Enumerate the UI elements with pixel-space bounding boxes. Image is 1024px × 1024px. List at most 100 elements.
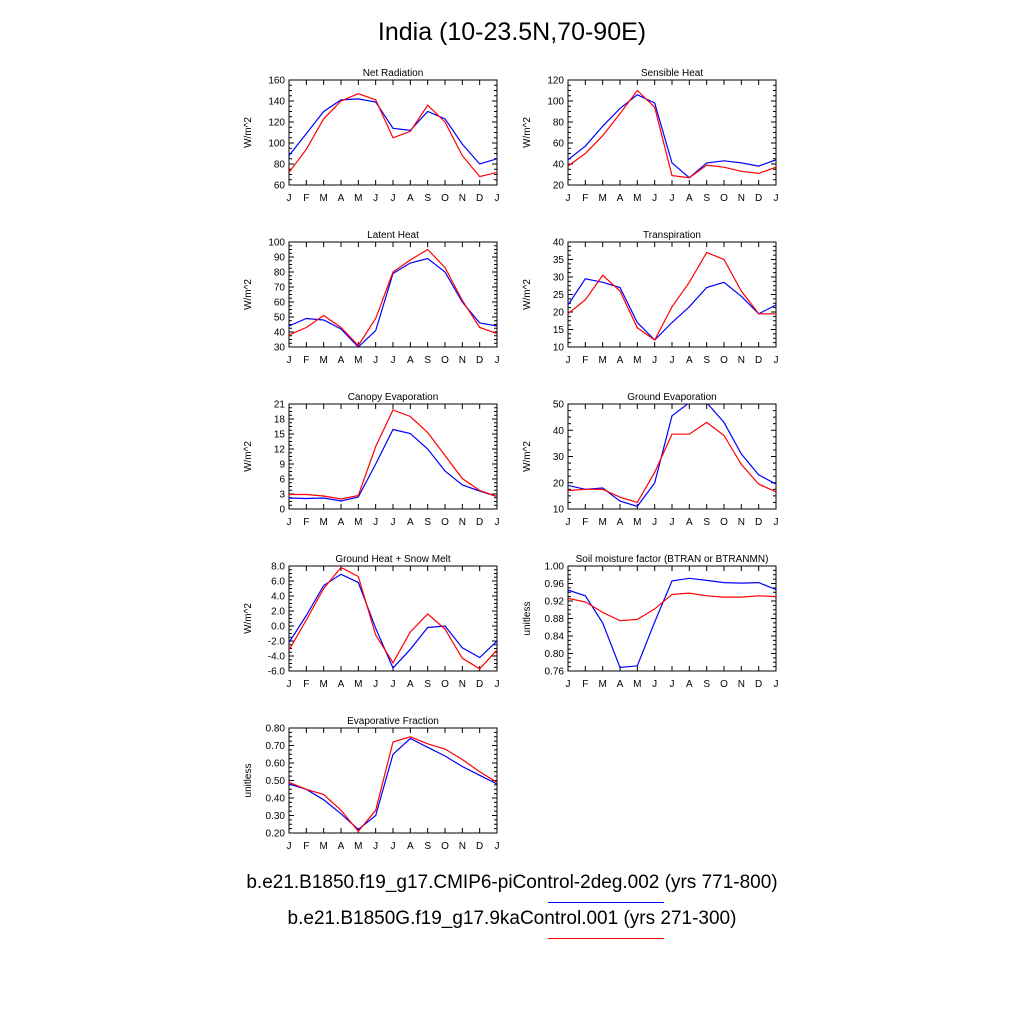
series-line-control: [568, 404, 776, 508]
x-tick-label: M: [598, 355, 606, 366]
x-tick-label: D: [476, 841, 483, 852]
y-axis-label: W/m^2: [522, 279, 533, 310]
x-tick-label: A: [617, 679, 624, 690]
x-tick-label: J: [566, 355, 571, 366]
x-tick-label: D: [755, 517, 762, 528]
y-tick-label: 140: [268, 97, 285, 108]
x-tick-label: N: [738, 355, 745, 366]
x-tick-label: M: [354, 355, 362, 366]
panel-title: Soil moisture factor (BTRAN or BTRANMN): [576, 554, 769, 565]
x-tick-label: M: [633, 193, 641, 204]
y-tick-label: 70: [274, 283, 286, 294]
panel-title: Latent Heat: [367, 230, 419, 241]
y-tick-label: 20: [553, 308, 565, 319]
panel-title: Ground Evaporation: [627, 392, 717, 403]
x-tick-label: D: [476, 679, 483, 690]
y-axis-label: W/m^2: [243, 117, 254, 148]
y-tick-label: 0.40: [266, 794, 286, 805]
x-tick-label: M: [354, 517, 362, 528]
x-tick-label: J: [373, 355, 378, 366]
y-tick-label: 9: [279, 460, 285, 471]
y-tick-label: 100: [268, 238, 285, 249]
y-tick-label: 30: [274, 343, 286, 354]
x-tick-label: A: [407, 517, 414, 528]
x-tick-label: N: [459, 517, 466, 528]
y-tick-label: 6: [279, 475, 285, 486]
legend-swatch-9ka: [548, 938, 664, 939]
x-tick-label: J: [373, 517, 378, 528]
y-tick-label: -2.0: [268, 637, 286, 648]
x-tick-label: J: [391, 841, 396, 852]
x-tick-label: J: [774, 355, 779, 366]
x-tick-label: J: [373, 193, 378, 204]
y-tick-label: 6.0: [271, 577, 285, 588]
x-tick-label: F: [303, 841, 309, 852]
x-tick-label: J: [670, 679, 675, 690]
x-tick-label: M: [319, 193, 327, 204]
plot-frame: [288, 565, 498, 672]
y-axis-label: unitless: [522, 602, 533, 636]
x-tick-label: A: [407, 679, 414, 690]
x-tick-label: A: [686, 355, 693, 366]
plot-frame: [288, 79, 498, 186]
x-tick-label: J: [287, 193, 292, 204]
x-tick-label: S: [703, 193, 710, 204]
y-tick-label: 60: [274, 298, 286, 309]
series-line-9ka: [289, 248, 497, 347]
x-tick-label: J: [652, 193, 657, 204]
x-tick-label: S: [424, 841, 431, 852]
y-tick-label: 50: [274, 313, 286, 324]
x-tick-label: A: [407, 355, 414, 366]
x-tick-label: M: [598, 517, 606, 528]
y-tick-label: 0.50: [266, 776, 286, 787]
y-tick-label: 100: [268, 139, 285, 150]
x-tick-label: N: [459, 355, 466, 366]
series-line-9ka: [568, 592, 776, 622]
panel-title: Transpiration: [643, 230, 701, 241]
x-tick-label: J: [287, 355, 292, 366]
series-line-control: [289, 98, 497, 165]
x-tick-label: A: [617, 355, 624, 366]
series-line-9ka: [568, 421, 776, 504]
y-tick-label: 0.0: [271, 622, 285, 633]
x-tick-label: J: [391, 355, 396, 366]
x-tick-label: N: [738, 517, 745, 528]
y-tick-label: 0.20: [266, 829, 286, 840]
x-tick-label: M: [354, 841, 362, 852]
x-tick-label: A: [686, 517, 693, 528]
x-tick-label: A: [407, 193, 414, 204]
x-tick-label: M: [633, 517, 641, 528]
plot-frame: [567, 403, 777, 510]
legend-swatch-control: [548, 902, 664, 903]
x-tick-label: A: [617, 517, 624, 528]
x-tick-label: S: [424, 355, 431, 366]
plot-frame: [288, 403, 498, 510]
x-tick-label: J: [566, 193, 571, 204]
y-tick-label: 80: [274, 160, 286, 171]
x-tick-label: J: [391, 517, 396, 528]
y-axis-label: unitless: [243, 764, 254, 798]
y-tick-label: 18: [274, 415, 286, 426]
y-tick-label: 15: [553, 325, 565, 336]
x-tick-label: J: [373, 841, 378, 852]
series-line-9ka: [289, 736, 497, 833]
chart-panel: Ground Heat + Snow Melt W/m^2 -6.0 -4.0 -2.0…: [243, 554, 500, 690]
y-tick-label: 0: [279, 505, 285, 516]
x-tick-label: D: [755, 679, 762, 690]
x-tick-label: D: [476, 193, 483, 204]
series-line-control: [289, 428, 497, 502]
x-tick-label: J: [652, 517, 657, 528]
x-tick-label: S: [424, 517, 431, 528]
x-tick-label: N: [459, 841, 466, 852]
chart-panel: Evaporative Fraction unitless 0.20 0.30 0.40…: [243, 716, 500, 852]
y-tick-label: 0.30: [266, 811, 286, 822]
y-tick-label: 15: [274, 430, 286, 441]
x-tick-label: J: [495, 841, 500, 852]
y-tick-label: 40: [553, 160, 565, 171]
x-tick-label: D: [476, 355, 483, 366]
y-tick-label: 50: [553, 400, 565, 411]
x-tick-label: F: [303, 193, 309, 204]
x-tick-label: F: [303, 355, 309, 366]
